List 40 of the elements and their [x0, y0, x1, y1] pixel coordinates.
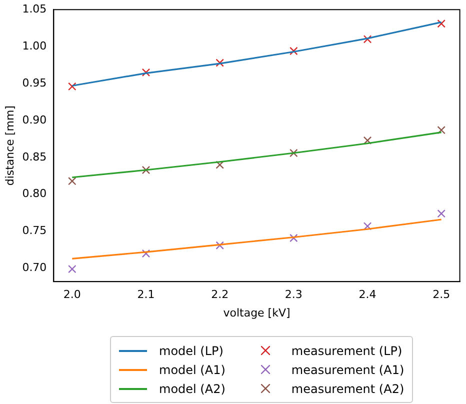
point [216, 241, 224, 250]
point [68, 264, 76, 274]
legend-label: model (LP) [159, 344, 224, 358]
legend-label: measurement (A2) [291, 382, 404, 396]
x-tick-label: 2.4 [358, 288, 376, 302]
x-axis-title: voltage [kV] [223, 306, 290, 320]
x-tick-label: 2.2 [211, 288, 229, 302]
x-tick-label: 2.1 [137, 288, 155, 302]
y-tick-label: 0.80 [22, 187, 47, 200]
point [290, 46, 298, 56]
legend-label: measurement (LP) [291, 344, 402, 358]
point [216, 160, 224, 169]
y-tick-label: 0.90 [22, 113, 47, 126]
y-axis-title: distance [mm] [3, 106, 16, 186]
point [363, 35, 372, 44]
point [142, 249, 150, 258]
point [68, 82, 76, 91]
legend-label: measurement (A1) [291, 362, 404, 376]
x-tick-label: 2.0 [63, 288, 81, 302]
y-tick-label: 0.70 [22, 261, 47, 274]
legend-label: model (A2) [159, 382, 226, 396]
point [437, 209, 446, 218]
y-tick-label: 0.75 [22, 224, 47, 238]
point [142, 166, 150, 174]
x-tick-label: 2.3 [284, 288, 302, 302]
point [363, 222, 372, 230]
point [290, 148, 298, 158]
point [437, 126, 446, 134]
y-tick-label: 1.00 [22, 39, 47, 52]
legend-label: model (A1) [159, 362, 226, 376]
y-tick-label: 0.95 [22, 76, 47, 90]
y-tick-label: 0.85 [22, 150, 47, 164]
point [290, 234, 298, 242]
point [437, 20, 446, 28]
x-tick-label: 2.5 [432, 288, 450, 302]
point [216, 58, 224, 67]
y-tick-label: 1.05 [22, 2, 47, 16]
point [363, 136, 372, 145]
point [142, 68, 150, 77]
point [68, 176, 76, 186]
